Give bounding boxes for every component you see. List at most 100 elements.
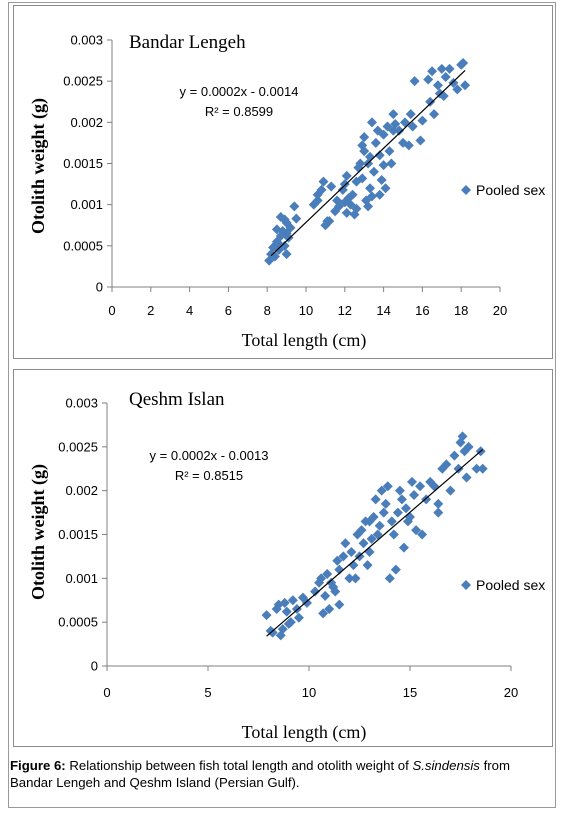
data-point: [356, 525, 367, 536]
x-tick-label: 12: [338, 303, 352, 318]
data-point: [449, 450, 460, 461]
legend-marker: [461, 580, 471, 590]
data-point: [378, 507, 389, 518]
data-point: [340, 538, 351, 549]
data-point: [332, 555, 343, 566]
data-point: [390, 118, 401, 129]
data-point: [376, 485, 387, 496]
y-tick-label: 0.0025: [58, 439, 98, 454]
data-point: [390, 564, 401, 575]
data-point: [359, 146, 370, 157]
data-point: [432, 80, 443, 91]
data-point: [293, 612, 304, 623]
data-point: [285, 617, 296, 628]
regression-equation: y = 0.0002x - 0.0013: [150, 448, 269, 463]
caption-text-2: from Bandar Lengeh and Qeshm Island (Per…: [10, 758, 510, 790]
data-point: [386, 516, 397, 527]
y-tick-label: 0.002: [65, 483, 98, 498]
data-point: [364, 516, 375, 527]
data-point: [366, 191, 377, 202]
data-point: [281, 228, 292, 239]
data-point: [382, 481, 393, 492]
y-axis-title: Otolith weight (g): [28, 464, 49, 600]
data-point: [273, 599, 284, 610]
data-point: [394, 125, 405, 136]
data-point: [384, 573, 395, 584]
data-point: [436, 63, 447, 74]
data-point: [368, 511, 379, 522]
legend-label: Pooled sex: [476, 182, 545, 198]
y-tick-label: 0.003: [70, 33, 103, 48]
scatter-chart-qeshm-island: 0 0.0005 0.001 0.0015 0.002 0.0025 0.003 0 5 10 15…: [28, 389, 545, 743]
data-point: [364, 547, 375, 558]
y-tick-label: 0.001: [65, 571, 98, 586]
data-point: [415, 481, 426, 492]
legend-marker: [461, 185, 471, 195]
data-point: [324, 604, 335, 615]
data-point: [417, 529, 428, 540]
data-point: [433, 498, 444, 509]
data-point: [289, 201, 300, 212]
figure-frame: 0 0.0005 0.001 0.0015 0.002 0.0025 0.003 0 2 4 6 8 1…: [8, 2, 556, 808]
data-point: [366, 117, 377, 128]
chart-title: Bandar Lengeh: [129, 32, 246, 53]
data-point: [372, 529, 383, 540]
data-point: [358, 538, 369, 549]
data-point: [407, 476, 418, 487]
x-tick-label: 10: [299, 303, 313, 318]
x-tick-label: 20: [493, 303, 507, 318]
y-tick-label: 0.002: [70, 115, 103, 130]
data-point: [376, 174, 387, 185]
figure-caption: Figure 6: Relationship between fish tota…: [10, 757, 546, 791]
x-tick-label: 5: [204, 685, 211, 700]
data-point: [392, 507, 403, 518]
data-point: [425, 96, 436, 107]
data-point: [267, 627, 278, 638]
y-axis-title: Otolith weight (g): [28, 98, 49, 234]
r-squared-label: R² = 0.8599: [205, 104, 273, 119]
data-point: [339, 179, 350, 190]
data-point: [291, 213, 302, 224]
data-point: [347, 189, 358, 200]
data-point: [441, 459, 452, 470]
data-point: [434, 88, 445, 99]
x-tick-label: 0: [103, 685, 110, 700]
r-squared-label: R² = 0.8515: [175, 468, 243, 483]
data-point: [423, 74, 434, 85]
data-point: [453, 463, 464, 474]
data-point: [334, 599, 345, 610]
data-point: [281, 249, 292, 260]
legend-label: Pooled sex: [476, 577, 545, 593]
data-point: [409, 490, 420, 501]
data-point: [440, 72, 451, 83]
data-point: [460, 80, 471, 91]
data-point: [277, 624, 288, 635]
data-point: [338, 551, 349, 562]
data-point: [396, 494, 407, 505]
data-point: [279, 597, 290, 608]
data-point: [355, 158, 366, 169]
caption-text: Relationship between fish total length a…: [65, 758, 413, 773]
data-point: [471, 463, 482, 474]
data-point: [362, 560, 373, 571]
y-tick-label: 0.0005: [58, 615, 98, 630]
chart-panel-qeshm-island: 0 0.0005 0.001 0.0015 0.002 0.0025 0.003 0 5 10 15…: [13, 369, 553, 747]
data-point: [374, 520, 385, 531]
data-point: [350, 573, 361, 584]
data-point: [261, 610, 272, 621]
x-axis-title: Total length (cm): [242, 330, 367, 351]
y-tick-label: 0: [91, 659, 98, 674]
y-tick-label: 0.0015: [63, 156, 103, 171]
scatter-chart-bandar-lengeh: 0 0.0005 0.001 0.0015 0.002 0.0025 0.003 0 2 4 6 8 1…: [28, 32, 545, 351]
data-point: [378, 129, 389, 140]
y-tick-label: 0.0015: [58, 527, 98, 542]
data-point: [326, 181, 337, 192]
data-point: [388, 529, 399, 540]
data-point: [275, 630, 286, 641]
data-point: [386, 158, 397, 169]
data-point: [310, 586, 321, 597]
data-point: [427, 66, 438, 77]
data-point: [374, 150, 385, 161]
data-point: [318, 608, 329, 619]
data-point: [301, 597, 312, 608]
